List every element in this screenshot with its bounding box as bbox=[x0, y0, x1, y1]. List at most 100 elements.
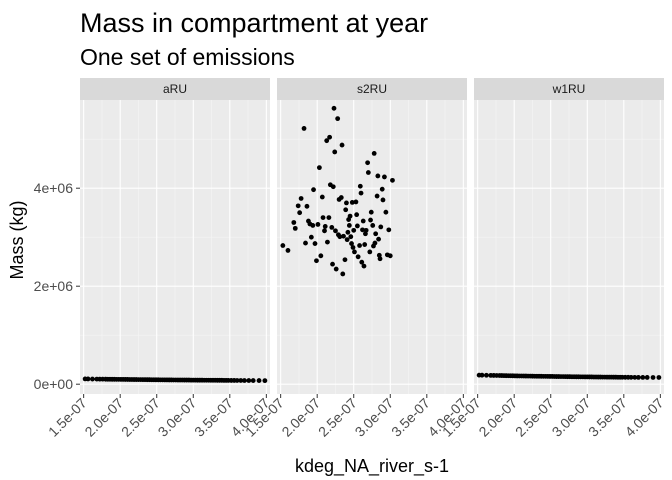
x-tick-label: 3.0e-07 bbox=[352, 395, 397, 440]
data-point bbox=[636, 374, 641, 380]
data-point bbox=[322, 224, 328, 229]
data-point bbox=[357, 243, 362, 248]
data-point bbox=[312, 241, 318, 246]
data-point bbox=[344, 237, 350, 243]
data-point bbox=[301, 126, 307, 131]
x-tick-label: 2.5e-07 bbox=[118, 395, 163, 440]
data-point bbox=[330, 261, 335, 267]
data-point bbox=[650, 375, 656, 380]
facet-panel-s2RU: s2RU1.5e-072.0e-072.5e-073.0e-073.5e-074… bbox=[242, 78, 470, 440]
data-point bbox=[304, 203, 310, 209]
data-point bbox=[342, 257, 348, 263]
data-point bbox=[339, 142, 345, 148]
data-point bbox=[379, 186, 385, 192]
data-point bbox=[346, 223, 352, 228]
data-point bbox=[363, 227, 369, 233]
x-tick-label: 2.5e-07 bbox=[512, 395, 557, 440]
x-tick-label: 4.0e-07 bbox=[622, 395, 667, 440]
x-tick-label: 2.5e-07 bbox=[315, 395, 360, 440]
facet-strip bbox=[277, 78, 467, 100]
data-point bbox=[484, 372, 489, 378]
facet-strip bbox=[80, 78, 270, 100]
data-point bbox=[378, 224, 384, 230]
data-point bbox=[380, 197, 386, 203]
data-point bbox=[319, 194, 325, 200]
y-axis: 0e+00 2e+06 4e+06 bbox=[34, 180, 80, 392]
data-point bbox=[238, 378, 244, 383]
data-point bbox=[234, 378, 240, 383]
data-point bbox=[358, 190, 364, 196]
data-point bbox=[262, 378, 268, 384]
data-point bbox=[316, 165, 322, 171]
data-point bbox=[347, 213, 353, 219]
data-point bbox=[374, 193, 380, 199]
data-point bbox=[295, 203, 301, 209]
facet-panels: aRU1.5e-072.0e-072.5e-073.0e-073.5e-074.… bbox=[45, 78, 667, 440]
data-point bbox=[330, 184, 336, 190]
data-point bbox=[362, 242, 368, 247]
data-point bbox=[382, 174, 387, 180]
data-point bbox=[628, 374, 634, 380]
facet-strip-label: aRU bbox=[163, 82, 187, 96]
data-point bbox=[326, 215, 332, 221]
data-point bbox=[332, 149, 338, 155]
data-point bbox=[314, 258, 319, 264]
data-point bbox=[280, 243, 286, 248]
data-point bbox=[644, 375, 650, 380]
data-point bbox=[348, 234, 354, 240]
data-point bbox=[656, 375, 662, 380]
data-point bbox=[373, 231, 379, 237]
data-point bbox=[340, 271, 346, 277]
data-point bbox=[349, 241, 354, 246]
data-point bbox=[383, 209, 389, 215]
data-point bbox=[325, 239, 330, 245]
data-point bbox=[351, 227, 357, 233]
data-point bbox=[292, 225, 298, 231]
data-point bbox=[315, 222, 321, 227]
data-point bbox=[329, 225, 335, 230]
data-point bbox=[370, 223, 376, 228]
data-point bbox=[337, 234, 343, 240]
data-point bbox=[360, 227, 365, 233]
data-point bbox=[390, 177, 395, 183]
data-point bbox=[331, 105, 337, 111]
facet-strip-label: s2RU bbox=[357, 82, 387, 96]
facet-panel-w1RU: w1RU1.5e-072.0e-072.5e-073.0e-073.5e-074… bbox=[439, 78, 667, 440]
data-point bbox=[246, 378, 252, 383]
data-point bbox=[365, 160, 371, 166]
data-point bbox=[352, 249, 357, 255]
x-tick-label: 2.0e-07 bbox=[475, 395, 520, 440]
x-axis-title: kdeg_NA_river_s-1 bbox=[295, 456, 449, 477]
data-point bbox=[368, 217, 373, 223]
data-point bbox=[90, 376, 95, 382]
facet-strip-label: w1RU bbox=[552, 82, 586, 96]
data-point bbox=[327, 134, 333, 140]
facet-strip bbox=[474, 78, 664, 100]
data-point bbox=[333, 228, 338, 234]
chart-title: Mass in compartment at year bbox=[80, 8, 428, 38]
data-point bbox=[311, 187, 316, 193]
data-point bbox=[322, 228, 327, 234]
data-point bbox=[338, 195, 344, 200]
data-point bbox=[298, 196, 304, 201]
x-tick-label: 3.5e-07 bbox=[388, 395, 433, 440]
data-point bbox=[345, 229, 351, 235]
data-point bbox=[371, 151, 377, 156]
data-point bbox=[291, 220, 297, 225]
data-point bbox=[372, 240, 378, 246]
x-tick-label: 3.5e-07 bbox=[585, 395, 630, 440]
data-point bbox=[341, 233, 346, 239]
y-tick-label: 2e+06 bbox=[34, 278, 74, 294]
data-point bbox=[640, 374, 646, 380]
data-point bbox=[387, 253, 393, 259]
x-tick-label: 3.0e-07 bbox=[549, 395, 594, 440]
data-point bbox=[377, 256, 383, 262]
data-point bbox=[318, 253, 324, 259]
data-point bbox=[242, 378, 247, 383]
x-tick-label: 3.0e-07 bbox=[155, 395, 200, 440]
data-point bbox=[359, 259, 365, 265]
data-point bbox=[250, 378, 256, 383]
data-point bbox=[367, 249, 373, 255]
data-point bbox=[285, 248, 291, 253]
